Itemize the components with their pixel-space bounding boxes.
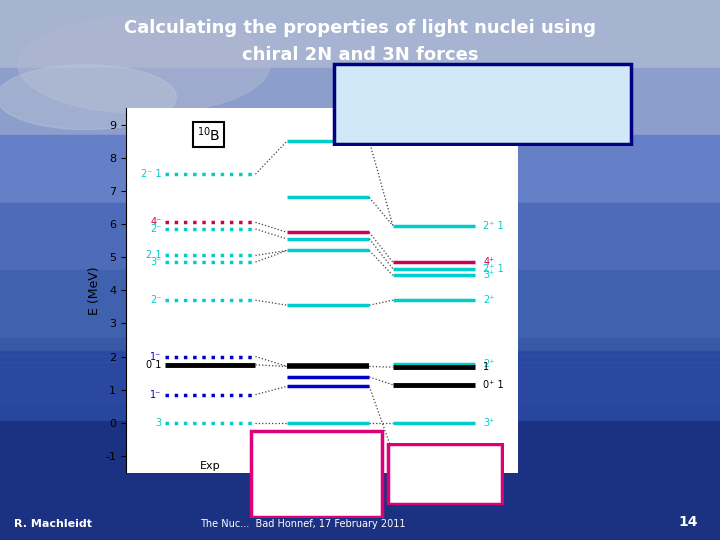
Bar — [0, 202, 720, 270]
Text: 2N (N3LO): 2N (N3LO) — [281, 445, 353, 458]
Ellipse shape — [0, 65, 176, 130]
Text: 2 1: 2 1 — [146, 251, 161, 260]
Text: 1⁻: 1⁻ — [150, 390, 161, 400]
Text: 1: 1 — [483, 362, 489, 372]
Text: 3⁻: 3⁻ — [150, 257, 161, 267]
Text: Exp: Exp — [200, 461, 220, 471]
Text: 1⁺: 1⁺ — [483, 448, 495, 457]
Text: chiral 2N and 3N forces: chiral 2N and 3N forces — [242, 46, 478, 64]
Text: Calculating the properties of light nuclei using: Calculating the properties of light nucl… — [124, 19, 596, 37]
FancyBboxPatch shape — [387, 444, 502, 504]
Bar — [0, 351, 720, 540]
Text: +3N (N2LO): +3N (N2LO) — [275, 470, 359, 483]
Text: The Nuc...  Bad Honnef, 17 February 2011: The Nuc... Bad Honnef, 17 February 2011 — [199, 519, 405, 529]
Text: 2⁺: 2⁺ — [483, 295, 495, 305]
Text: 1⁻: 1⁻ — [150, 352, 161, 361]
Text: 2⁻: 2⁻ — [150, 295, 161, 305]
Text: 0 1: 0 1 — [146, 360, 161, 370]
FancyBboxPatch shape — [251, 431, 382, 517]
Text: 2⁺: 2⁺ — [483, 359, 495, 369]
Y-axis label: E (MeV): E (MeV) — [88, 266, 101, 315]
Bar — [0, 270, 720, 338]
Text: forces: forces — [295, 495, 338, 508]
Text: 2⁺ 1: 2⁺ 1 — [483, 221, 504, 231]
Text: 2⁺ 1: 2⁺ 1 — [483, 264, 504, 274]
Text: 2⁻: 2⁻ — [150, 224, 161, 234]
Text: 4⁺: 4⁺ — [483, 257, 495, 267]
Text: 0⁺ 1: 0⁺ 1 — [483, 380, 504, 390]
Text: 14: 14 — [679, 515, 698, 529]
Bar — [0, 421, 720, 540]
Bar — [0, 405, 720, 472]
Text: Calculations by P. Navratil et al.,: Calculations by P. Navratil et al., — [374, 99, 591, 112]
Text: 4⁻: 4⁻ — [150, 217, 161, 227]
FancyBboxPatch shape — [334, 64, 631, 144]
Bar — [0, 338, 720, 405]
Bar — [0, 135, 720, 202]
Bar — [0, 68, 720, 135]
Ellipse shape — [18, 16, 270, 113]
Text: $^{10}$B: $^{10}$B — [197, 125, 220, 144]
Text: 3: 3 — [156, 418, 161, 428]
Text: force only: force only — [410, 482, 480, 495]
Text: 3⁺: 3⁺ — [483, 418, 495, 428]
Text: LLNL: LLNL — [466, 124, 499, 137]
Text: R. Machleidt: R. Machleidt — [14, 519, 92, 529]
Text: “No-Core Shell Model ”: “No-Core Shell Model ” — [405, 74, 559, 87]
Text: 3⁺: 3⁺ — [483, 271, 495, 280]
Text: 2⁻ 1: 2⁻ 1 — [140, 169, 161, 179]
Bar — [0, 0, 720, 68]
Text: 2N (N3LO): 2N (N3LO) — [408, 457, 481, 470]
